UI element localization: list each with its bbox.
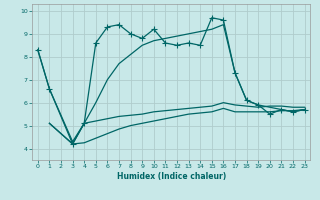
X-axis label: Humidex (Indice chaleur): Humidex (Indice chaleur) xyxy=(116,172,226,181)
